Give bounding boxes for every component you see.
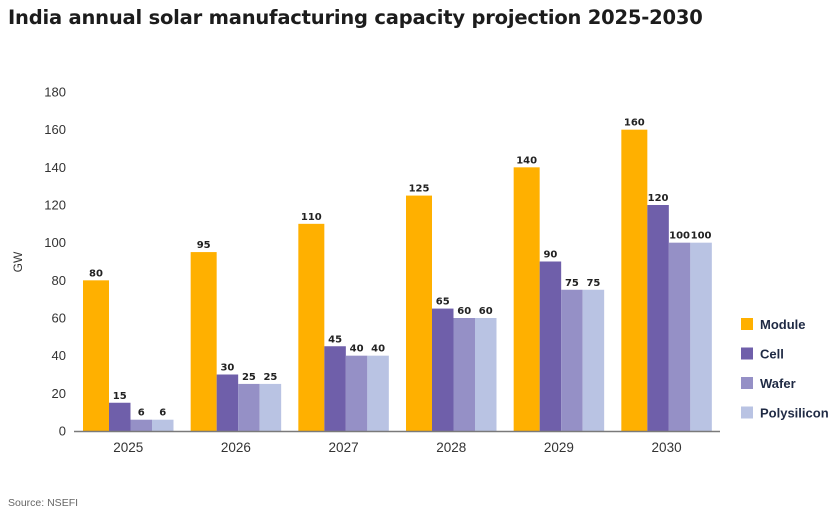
bar-group-2030: [621, 129, 712, 431]
bar-polysilicon-2028: [475, 318, 497, 431]
x-axis: 2025 2026 2027 2028 2029 2030: [113, 440, 681, 455]
legend-label: Cell: [760, 347, 784, 362]
bar-wafer-2030: [668, 242, 691, 431]
data-label-polysilicon-2026: 25: [263, 372, 277, 383]
data-label-module-2030: 160: [624, 118, 645, 129]
data-labels: 80 15 6 6 95 30 25 25 110 45 40 40 125 65 60 60 140 90 75 7…: [89, 118, 712, 419]
legend: Module Cell Wafer Polysilicon: [741, 317, 829, 421]
bar-polysilicon-2027: [367, 355, 389, 431]
y-tick-label: 80: [52, 273, 66, 288]
bar-group-2025: [83, 280, 174, 431]
data-label-cell-2030: 120: [648, 193, 669, 204]
legend-item-cell: Cell: [741, 347, 784, 362]
legend-swatch: [741, 318, 753, 330]
bar-wafer-2026: [238, 383, 260, 431]
y-tick-label: 100: [44, 235, 66, 250]
data-label-cell-2025: 15: [113, 391, 127, 402]
y-tick-label: 0: [59, 424, 66, 439]
bar-wafer-2029: [561, 289, 583, 431]
data-label-module-2026: 95: [197, 240, 211, 251]
legend-swatch: [741, 377, 753, 389]
y-tick-label: 180: [44, 85, 66, 100]
bar-cell-2027: [324, 346, 346, 431]
bar-module-2028: [406, 195, 432, 431]
bar-cell-2028: [432, 308, 454, 431]
data-label-wafer-2028: 60: [457, 306, 471, 317]
data-label-module-2029: 140: [516, 155, 537, 166]
legend-swatch: [741, 406, 753, 419]
bar-group-2029: [513, 167, 605, 432]
x-tick-label: 2029: [544, 440, 574, 455]
y-tick-label: 140: [44, 160, 66, 175]
y-tick-label: 20: [52, 386, 66, 401]
bar-module-2030: [621, 129, 648, 431]
x-tick-label: 2030: [652, 440, 682, 455]
bar-module-2026: [190, 252, 217, 431]
bar-group-2028: [406, 195, 497, 431]
data-label-wafer-2027: 40: [350, 344, 364, 355]
data-label-wafer-2026: 25: [242, 372, 256, 383]
data-label-wafer-2029: 75: [565, 278, 579, 289]
bar-module-2027: [298, 223, 325, 431]
source-note: Source: NSEFI: [8, 497, 79, 509]
legend-label: Polysilicon: [760, 406, 829, 421]
legend-swatch: [741, 347, 753, 360]
chart-title: India annual solar manufacturing capacit…: [8, 6, 703, 29]
data-label-wafer-2025: 6: [138, 408, 145, 419]
data-label-cell-2028: 65: [436, 297, 450, 308]
y-axis-label: GW: [11, 251, 25, 272]
legend-item-module: Module: [741, 317, 806, 332]
bar-cell-2025: [109, 402, 131, 431]
data-label-cell-2029: 90: [543, 250, 557, 261]
bar-polysilicon-2030: [690, 242, 712, 431]
data-label-module-2027: 110: [301, 212, 322, 223]
bar-polysilicon-2029: [582, 289, 605, 431]
bar-polysilicon-2025: [152, 419, 174, 431]
y-axis: 0 20 40 60 80 100 120 140 160 180: [44, 85, 66, 439]
bar-wafer-2028: [453, 318, 475, 431]
y-tick-label: 120: [44, 198, 66, 213]
x-tick-label: 2026: [221, 440, 251, 455]
data-label-module-2025: 80: [89, 268, 103, 279]
bar-cell-2026: [216, 374, 239, 431]
data-label-polysilicon-2025: 6: [159, 408, 166, 419]
y-tick-label: 160: [44, 122, 66, 137]
bar-polysilicon-2026: [259, 383, 282, 431]
bar-group-2027: [298, 223, 389, 431]
bar-wafer-2027: [345, 355, 368, 431]
bar-group-2026: [190, 252, 282, 431]
legend-item-wafer: Wafer: [741, 376, 796, 391]
data-label-polysilicon-2028: 60: [479, 306, 493, 317]
data-label-polysilicon-2029: 75: [586, 278, 600, 289]
bar-wafer-2025: [130, 419, 152, 431]
y-tick-label: 60: [52, 311, 66, 326]
data-label-module-2028: 125: [409, 184, 430, 195]
data-label-polysilicon-2030: 100: [691, 231, 712, 242]
data-label-cell-2027: 45: [328, 334, 342, 345]
bar-cell-2029: [539, 261, 562, 431]
x-tick-label: 2028: [436, 440, 466, 455]
bar-module-2025: [83, 280, 109, 431]
data-label-wafer-2030: 100: [669, 231, 690, 242]
bar-module-2029: [513, 167, 540, 432]
legend-label: Wafer: [760, 376, 796, 391]
bar-cell-2030: [647, 205, 669, 431]
y-tick-label: 40: [52, 348, 66, 363]
data-label-cell-2026: 30: [220, 363, 234, 374]
legend-label: Module: [760, 317, 806, 332]
x-tick-label: 2025: [113, 440, 143, 455]
bars: [83, 129, 712, 432]
x-tick-label: 2027: [329, 440, 359, 455]
data-label-polysilicon-2027: 40: [371, 344, 385, 355]
legend-item-polysilicon: Polysilicon: [741, 406, 829, 421]
